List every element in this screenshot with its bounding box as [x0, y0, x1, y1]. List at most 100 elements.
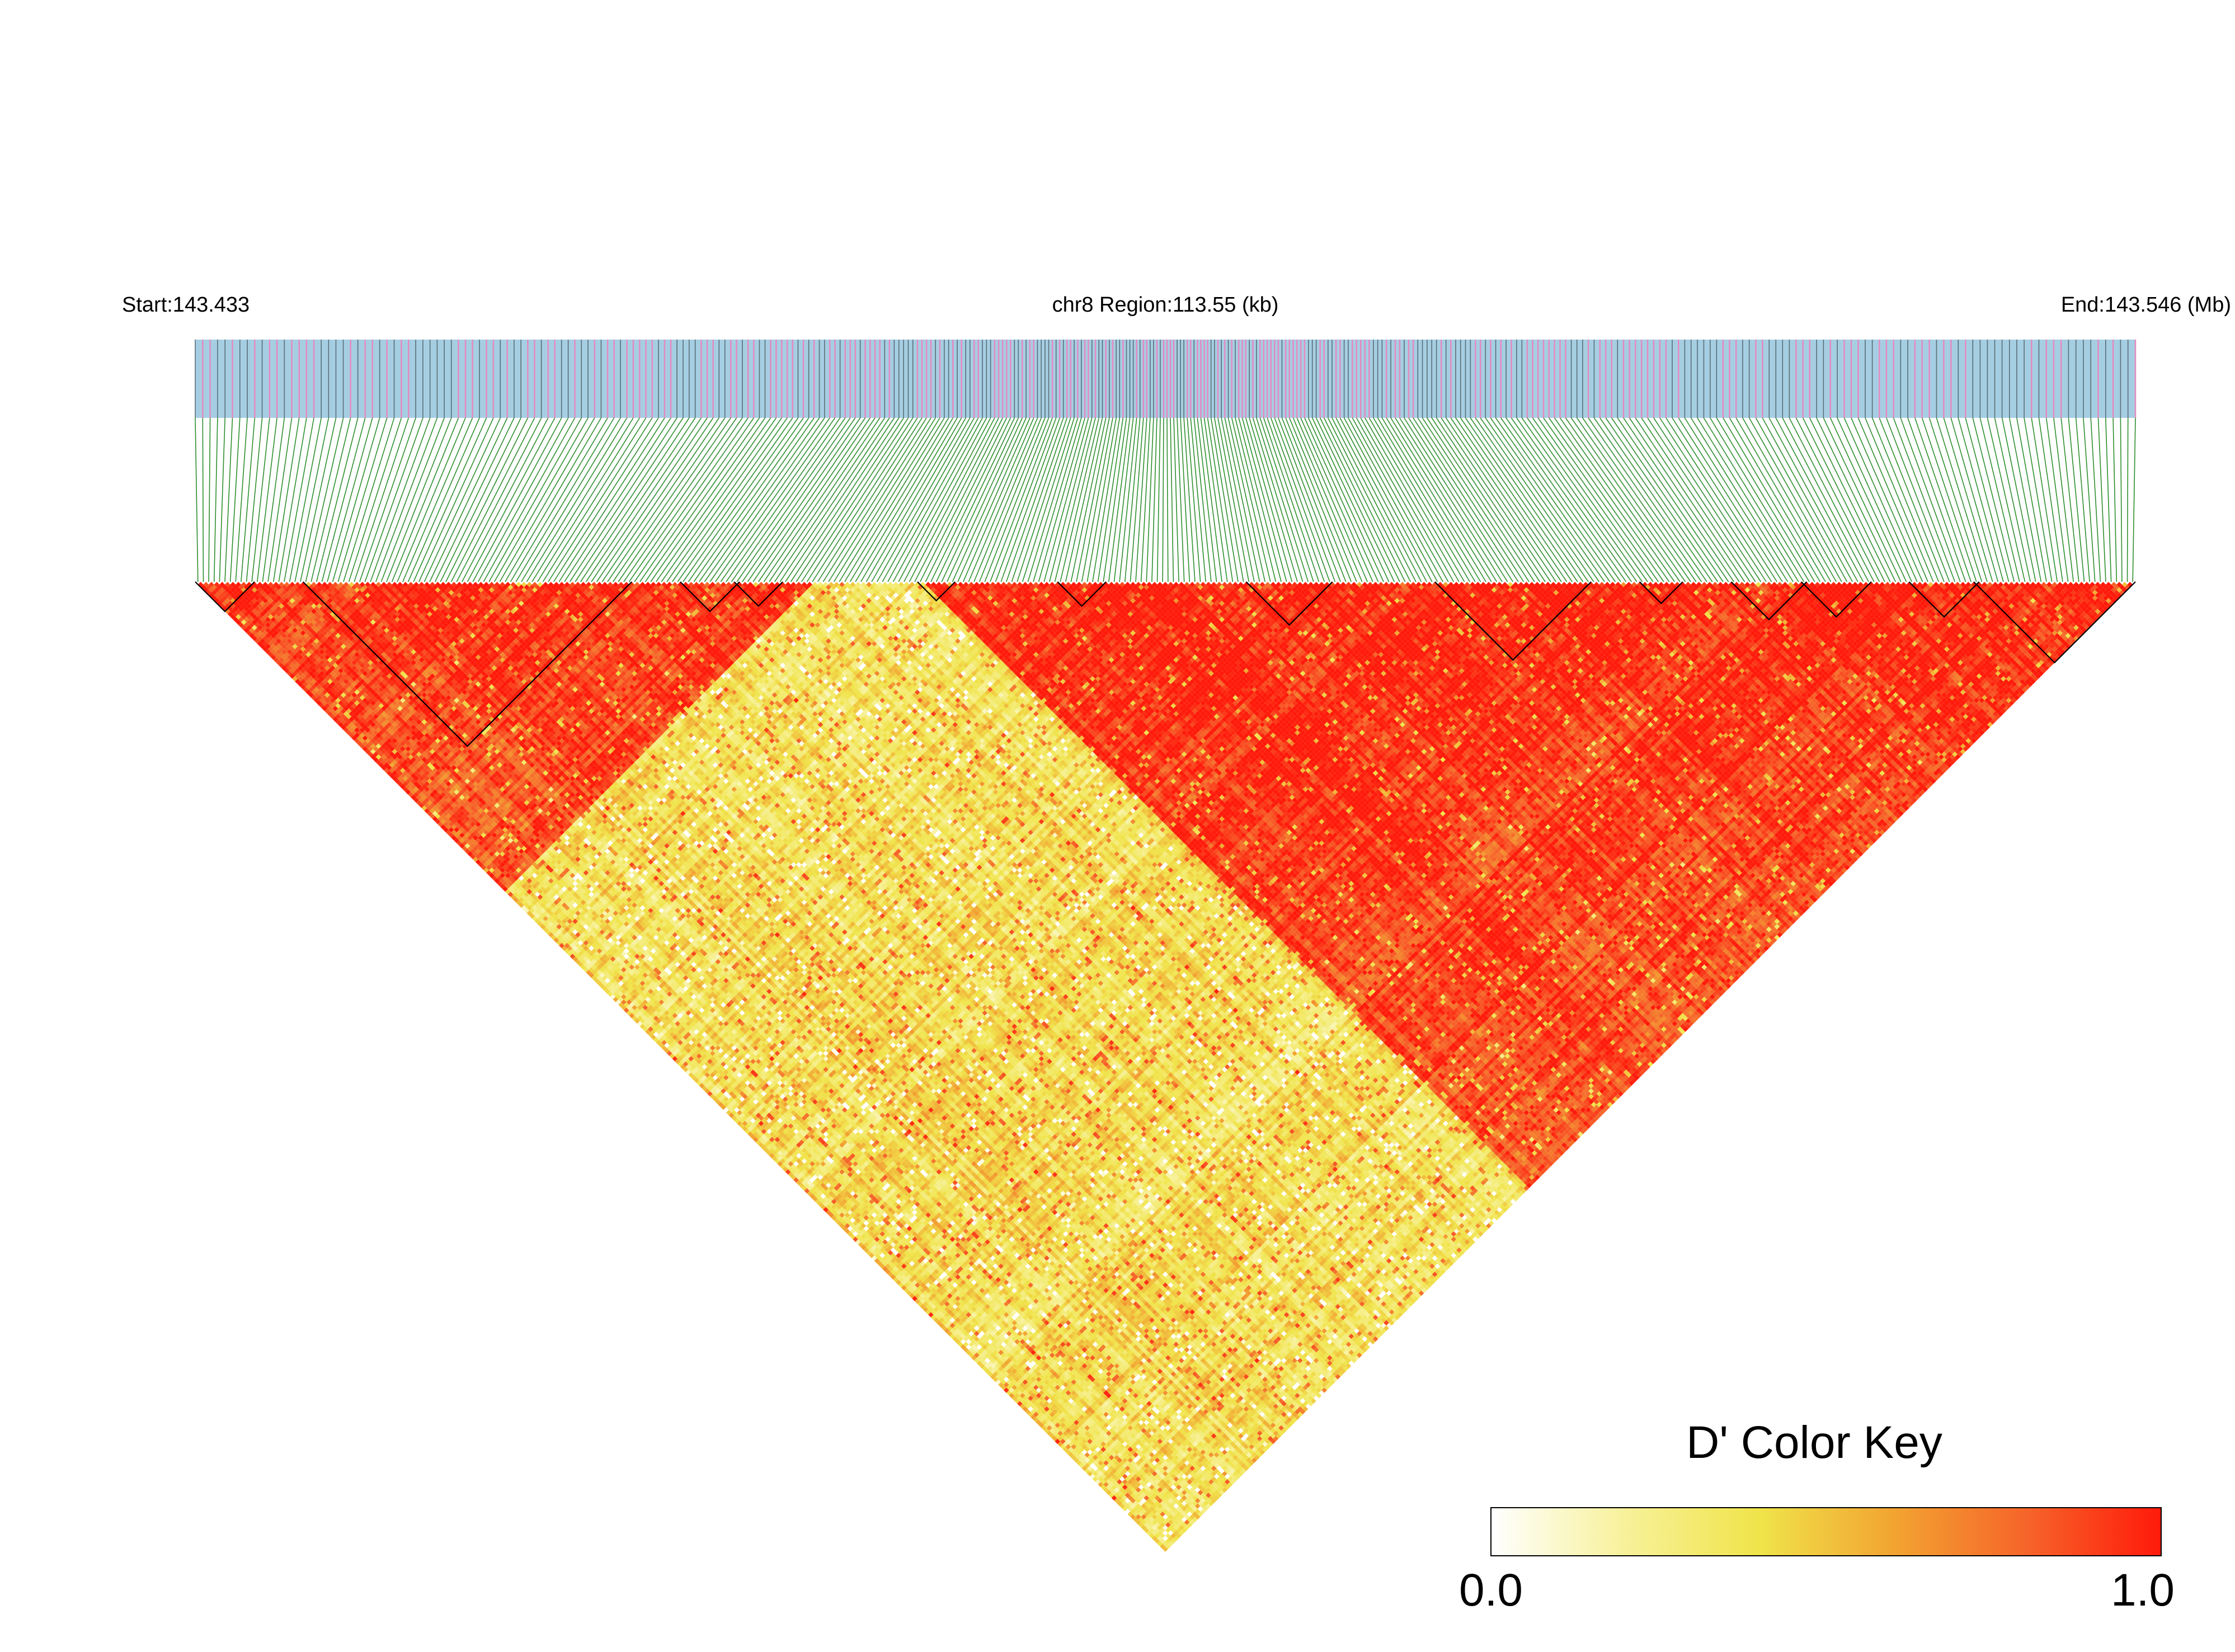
snp-connector-line — [947, 418, 1022, 582]
snp-connector-line — [219, 418, 225, 582]
snp-connector-line — [1789, 418, 1874, 582]
snp-connector-line — [974, 418, 1041, 582]
snp-connector-line — [2106, 418, 2111, 582]
snp-position-track — [195, 340, 2135, 418]
snp-connector-line — [333, 418, 380, 582]
snp-connector-line — [877, 418, 970, 582]
snp-connector-line — [1716, 418, 1814, 582]
snp-connector-line — [214, 418, 218, 582]
snp-connector-line — [327, 418, 373, 582]
snp-connector-line — [1894, 418, 1955, 582]
snp-connector-line — [511, 418, 608, 582]
snp-connector-line — [915, 418, 999, 582]
snp-connector-line — [834, 418, 936, 582]
snp-connector-line — [1685, 418, 1787, 582]
snp-connector-line — [1395, 418, 1497, 582]
snp-connector-line — [1197, 418, 1216, 582]
snp-connector-line — [2046, 418, 2068, 582]
snp-connector-line — [570, 418, 677, 582]
snp-connector-line — [376, 418, 437, 582]
region-title: chr8 Region:113.55 (kb) — [1052, 293, 1279, 317]
snp-connector-line — [236, 418, 247, 582]
snp-connector-line — [1951, 418, 1998, 582]
snp-connector-line — [451, 418, 535, 582]
snp-connector-line — [1796, 418, 1879, 582]
snp-connector-line — [1648, 418, 1756, 582]
snp-connector-line — [1180, 418, 1189, 582]
region-start-label: Start:143.433 — [122, 293, 250, 317]
snp-connector-line — [1119, 418, 1137, 582]
snp-connector-line — [882, 418, 974, 582]
snp-connector-line — [920, 418, 1003, 582]
snp-connector-line — [1290, 418, 1357, 582]
snp-connector-line — [2024, 418, 2052, 582]
snp-connector-line — [990, 418, 1052, 582]
snp-connector-line — [1965, 418, 2008, 582]
snp-connector-line — [446, 418, 528, 582]
snp-connector-lines — [195, 418, 2135, 582]
snp-connector-line — [1958, 418, 2003, 582]
snp-connector-line — [516, 418, 614, 582]
snp-connector-line — [2120, 418, 2122, 582]
snp-connector-line — [322, 418, 365, 582]
snp-connector-line — [1103, 418, 1126, 582]
snp-connector-line — [1654, 418, 1761, 582]
snp-connector-line — [1039, 418, 1085, 582]
snp-connector-line — [1274, 418, 1335, 582]
snp-connector-line — [262, 418, 284, 582]
snp-connector-line — [274, 418, 299, 582]
snp-connector-line — [344, 418, 394, 582]
snp-connector-line — [1845, 418, 1917, 582]
snp-connector-line — [1357, 418, 1448, 582]
snp-connector-line — [1055, 418, 1096, 582]
region-end-label: End:143.546 (Mb) — [2061, 293, 2231, 317]
snp-connector-line — [1309, 418, 1384, 582]
snp-connector-line — [419, 418, 493, 582]
snp-connector-line — [1332, 418, 1416, 582]
snp-connector-line — [1769, 418, 1858, 582]
snp-connector-line — [1071, 418, 1105, 582]
snp-connector-line — [1167, 418, 1168, 582]
snp-connector-line — [1017, 418, 1071, 582]
snp-connector-line — [942, 418, 1018, 582]
snp-connector-line — [457, 418, 541, 582]
snp-connector-line — [2083, 418, 2095, 582]
snp-connector-line — [478, 418, 568, 582]
snp-connector-line — [1170, 418, 1173, 582]
snp-connector-line — [1204, 418, 1227, 582]
snp-connector-line — [1803, 418, 1885, 582]
snp-connector-line — [1163, 418, 1164, 582]
snp-connector-line — [473, 418, 562, 582]
snp-connector-line — [1328, 418, 1411, 582]
snp-connector-line — [548, 418, 652, 582]
snp-connector-line — [209, 418, 210, 582]
ld-heatmap-triangle — [198, 582, 2133, 1552]
snp-connector-line — [1936, 418, 1987, 582]
snp-connector-line — [195, 418, 198, 582]
snp-connector-line — [1361, 418, 1453, 582]
snp-connector-line — [2076, 418, 2090, 582]
snp-connector-line — [1278, 418, 1340, 582]
snp-connector-line — [1235, 418, 1276, 582]
snp-connector-line — [1249, 418, 1297, 582]
snp-connector-line — [413, 418, 486, 582]
snp-connector-line — [1114, 418, 1133, 582]
snp-connector-line — [2031, 418, 2057, 582]
snp-connector-line — [996, 418, 1056, 582]
snp-connector-line — [1756, 418, 1847, 582]
snp-connector-line — [1033, 418, 1081, 582]
snp-connector-line — [1246, 418, 1292, 582]
snp-connector-line — [1260, 418, 1314, 582]
snp-connector-line — [241, 418, 255, 582]
snp-connector-line — [392, 418, 459, 582]
snp-connector-line — [1141, 418, 1150, 582]
snp-connector-line — [575, 418, 683, 582]
snp-connector-line — [1872, 418, 1939, 582]
snp-connector-line — [2113, 418, 2116, 582]
snp-connector-line — [2133, 418, 2135, 582]
snp-connector-line — [1312, 418, 1389, 582]
snp-connector-line — [1723, 418, 1820, 582]
snp-connector-line — [279, 418, 307, 582]
snp-connector-line — [1158, 418, 1160, 582]
